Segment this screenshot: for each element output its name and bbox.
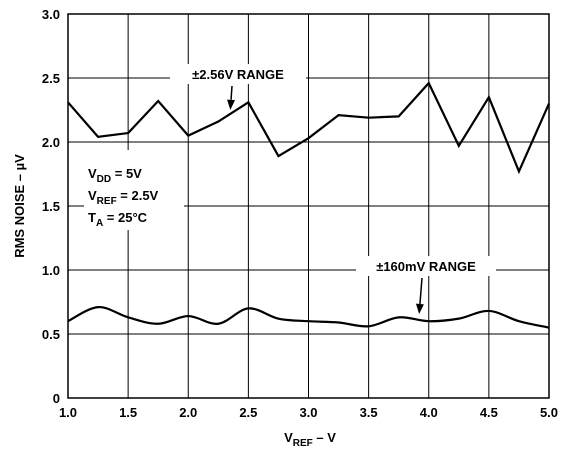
y-tick-label: 1.0 <box>42 263 60 278</box>
annotation-arrow-head <box>415 303 424 314</box>
series-line-1 <box>67 306 550 329</box>
annotation-arrow-head <box>227 99 236 110</box>
y-tick-label: 2.5 <box>42 71 60 86</box>
annotation-arrows <box>227 85 424 314</box>
x-tick-label: 3.0 <box>299 405 317 420</box>
condition-ta: TA = 25°C <box>88 210 148 229</box>
annotation-arrow-shaft <box>419 277 423 305</box>
y-axis-title: RMS NOISE – µV <box>12 154 27 258</box>
y-tick-label: 3.0 <box>42 7 60 22</box>
x-tick-label: 3.5 <box>360 405 378 420</box>
y-tick-label: 1.5 <box>42 199 60 214</box>
x-tick-label: 1.5 <box>119 405 137 420</box>
x-tick-label: 2.0 <box>179 405 197 420</box>
condition-vdd: VDD = 5V <box>88 166 142 185</box>
annotation-arrow-shaft <box>230 85 233 100</box>
axes: 1.0 1.5 2.0 2.5 3.0 3.5 4.0 4.5 5.0 0 0.5 1.0 1.5 2.0… <box>42 7 558 420</box>
series-line-0 <box>67 81 551 175</box>
y-tick-label: 2.0 <box>42 135 60 150</box>
conditions-block: VDD = 5V VREF = 2.5V TA = 25°C <box>84 150 184 230</box>
series-label-160mv-text: ±160mV RANGE <box>376 259 476 274</box>
x-tick-label: 4.5 <box>480 405 498 420</box>
y-tick-label: 0.5 <box>42 327 60 342</box>
y-tick-label: 0 <box>53 391 60 406</box>
plot-frame <box>67 13 550 399</box>
condition-vref: VREF = 2.5V <box>88 188 159 207</box>
series-lines <box>67 81 551 329</box>
x-tick-label: 2.5 <box>239 405 257 420</box>
x-tick-label: 5.0 <box>540 405 558 420</box>
x-tick-label: 4.0 <box>420 405 438 420</box>
series-label-2-56v-range: ±2.56V RANGE <box>170 64 306 84</box>
x-tick-label: 1.0 <box>59 405 77 420</box>
x-axis-title: VREF – V <box>284 430 336 449</box>
series-label-160mv-range: ±160mV RANGE <box>356 256 496 276</box>
grid <box>67 13 550 399</box>
series-label-2-56v-text: ±2.56V RANGE <box>192 67 284 82</box>
